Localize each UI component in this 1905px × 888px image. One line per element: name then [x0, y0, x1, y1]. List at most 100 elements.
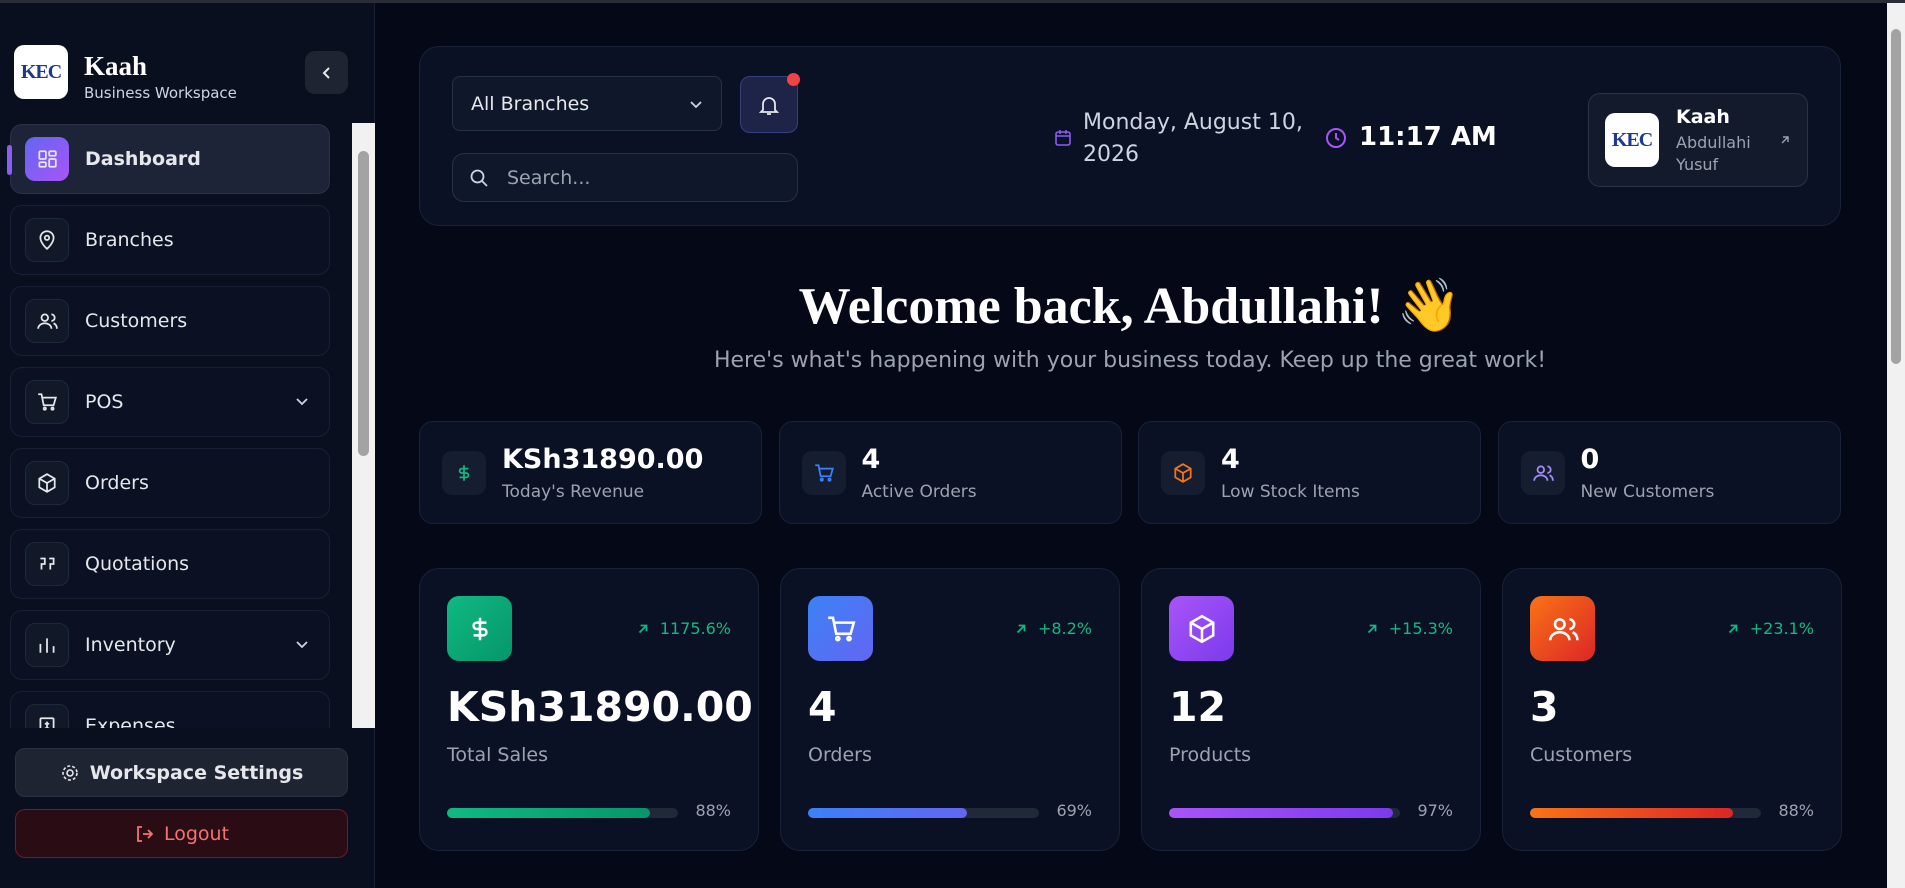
progress-track [808, 808, 1039, 818]
progress-bar [808, 808, 968, 818]
stat-change: +15.3% [1365, 619, 1453, 638]
user-logo: KEC [1605, 113, 1659, 167]
settings-label: Workspace Settings [89, 761, 304, 784]
clock-icon [1326, 128, 1346, 148]
progress-label: 69% [1056, 801, 1092, 820]
nav-item[interactable]: POS [10, 367, 330, 437]
stat-card: +23.1% 3 Customers 88% [1502, 568, 1842, 851]
sidebar: KEC Kaah Business Workspace Dashboard Bra… [0, 3, 375, 888]
stat-card: 1175.6% KSh31890.00 Total Sales 88% [419, 568, 759, 851]
stat-icon [447, 596, 512, 661]
calendar-icon [1055, 130, 1071, 146]
nav-icon [25, 704, 69, 728]
chevron [295, 634, 309, 656]
summary-icon [801, 451, 846, 495]
nav-icon [25, 461, 69, 505]
search-input[interactable]: Search... [452, 153, 798, 202]
nav-item[interactable]: Expenses [10, 691, 330, 728]
logo: KEC [14, 45, 68, 99]
user-card[interactable]: KEC Kaah Abdullahi Yusuf [1588, 93, 1808, 187]
stat-label: Orders [808, 744, 872, 766]
stat-value: 3 [1530, 683, 1559, 731]
stat-icon [1530, 596, 1595, 661]
stat-value: 12 [1169, 683, 1227, 731]
stat-value: 4 [808, 683, 837, 731]
summary-card: KSh31890.00 Today's Revenue [419, 421, 762, 524]
stat-value: KSh31890.00 [447, 683, 753, 731]
nav-item[interactable]: Inventory [10, 610, 330, 680]
stat-change-label: +23.1% [1749, 619, 1814, 638]
nav-icon [25, 542, 69, 586]
progress-label: 88% [695, 801, 731, 820]
date: Monday, August 10, 2026 [1083, 110, 1303, 167]
welcome-title: Welcome back, Abdullahi! 👋 [798, 278, 1462, 335]
stat-label: Products [1169, 744, 1252, 766]
stat-icon [1169, 596, 1234, 661]
summary-value: KSh31890.00 [502, 444, 704, 475]
stat-change-label: +8.2% [1037, 619, 1092, 638]
header: All Branches Search... Monday, August 10… [419, 46, 1841, 226]
nav-label: Expenses [85, 715, 176, 728]
nav-label: Quotations [85, 553, 190, 575]
summary-label: Low Stock Items [1221, 482, 1360, 502]
stat-change-label: +15.3% [1388, 619, 1453, 638]
nav-label: Customers [85, 310, 188, 332]
nav-label: Inventory [85, 634, 176, 656]
summary-value: 0 [1580, 444, 1600, 475]
summary-card: 4 Active Orders [778, 421, 1122, 524]
stat-card: +8.2% 4 Orders 69% [780, 568, 1120, 851]
nav-icon [25, 137, 69, 181]
progress-track [1169, 808, 1400, 818]
summary-value: 4 [1221, 444, 1240, 475]
nav-item[interactable]: Quotations [10, 529, 330, 599]
summary-label: Active Orders [861, 482, 977, 502]
stat-change: 1175.6% [636, 619, 731, 638]
nav-label: Orders [85, 472, 149, 494]
user-name: Abdullahi Yusuf [1676, 133, 1751, 174]
search-placeholder: Search... [507, 166, 591, 189]
progress-bar [1530, 808, 1734, 818]
nav-label: Dashboard [85, 148, 201, 170]
progress-bar [1169, 808, 1394, 818]
stat-change-label: 1175.6% [659, 619, 731, 638]
branch-select[interactable]: All Branches [452, 76, 722, 131]
settings-button[interactable]: Workspace Settings [15, 748, 348, 797]
stat-label: Customers [1530, 744, 1633, 766]
branch-label: All Branches [471, 92, 590, 115]
nav-icon [25, 380, 69, 424]
nav-list: Dashboard Branches Customers POS Orders Quota… [0, 121, 352, 728]
notification-button[interactable] [740, 73, 800, 133]
logout-label: Logout [163, 822, 230, 845]
nav-item[interactable]: Orders [10, 448, 330, 518]
progress-track [447, 808, 678, 818]
nav-item[interactable]: Branches [10, 205, 330, 275]
nav-label: POS [85, 391, 124, 413]
logout-button[interactable]: Logout [15, 809, 348, 858]
page-scrollbar [1887, 3, 1905, 888]
stat-change: +23.1% [1726, 619, 1814, 638]
time: 11:17 AM [1359, 122, 1497, 152]
nav-icon [25, 218, 69, 262]
nav-label: Branches [85, 229, 174, 251]
summary-icon [442, 451, 486, 495]
summary-icon [1520, 451, 1565, 495]
summary-icon [1161, 451, 1205, 495]
stat-label: Total Sales [447, 744, 548, 766]
user-org: Kaah [1676, 106, 1730, 128]
brand: Kaah [84, 51, 148, 81]
nav-item[interactable]: Dashboard [7, 124, 330, 194]
summary-card: 4 Low Stock Items [1138, 421, 1481, 524]
nav-icon [25, 299, 69, 343]
stat-change: +8.2% [1014, 619, 1092, 638]
summary-card: 0 New Customers [1497, 421, 1841, 524]
progress-label: 88% [1778, 801, 1814, 820]
stat-icon [808, 596, 873, 661]
progress-bar [447, 808, 651, 818]
chevron [295, 391, 309, 413]
nav-item[interactable]: Customers [10, 286, 330, 356]
summary-label: Today's Revenue [502, 482, 645, 502]
progress-track [1530, 808, 1761, 818]
collapse-button[interactable] [305, 51, 348, 94]
active-indicator [7, 145, 12, 175]
progress-label: 97% [1417, 801, 1453, 820]
